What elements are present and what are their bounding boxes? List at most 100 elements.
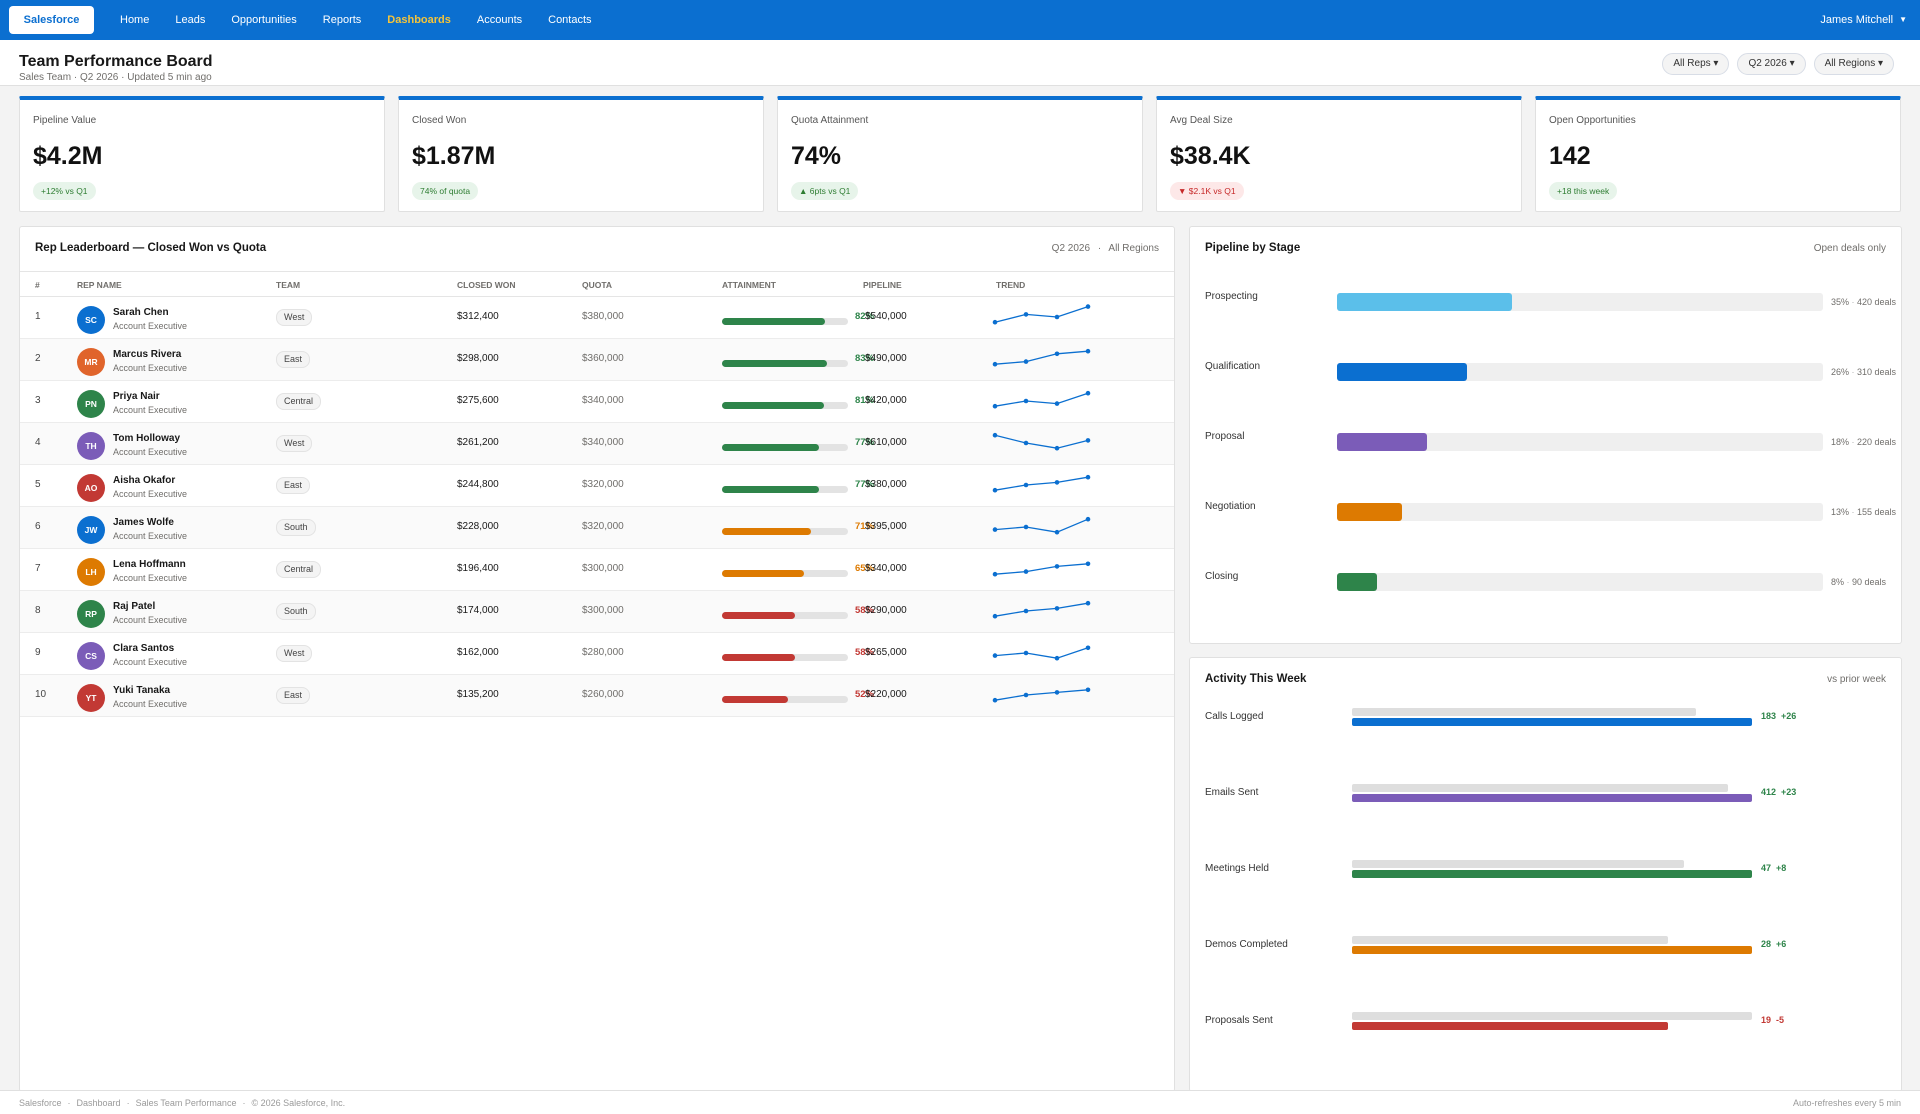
table-row[interactable]: 2 MR Marcus Rivera Account Executive East $29…	[20, 339, 1174, 381]
rep-role: Account Executive	[113, 321, 188, 331]
nav-link-leads[interactable]: Leads	[175, 14, 206, 26]
pipeline-value: $290,000	[865, 605, 907, 616]
filter-reps[interactable]: All Reps ▾	[1662, 53, 1730, 75]
trend-line	[994, 434, 1089, 449]
rep-name-link[interactable]: Yuki Tanaka	[113, 685, 171, 696]
stage-bar[interactable]	[1337, 363, 1823, 381]
rep-name-link[interactable]: Priya Nair	[113, 391, 160, 402]
stage-label: Negotiation	[1205, 501, 1256, 512]
kpi-card: Pipeline Value $4.2M +12% vs Q1	[19, 96, 385, 212]
trend-point	[1054, 606, 1060, 611]
trend-sparkline	[992, 304, 1091, 325]
col-pipeline[interactable]: Pipeline	[863, 280, 902, 290]
trend-sparkline	[992, 687, 1091, 703]
activity-count: 412	[1761, 787, 1777, 797]
col-attainment[interactable]: Attainment	[722, 280, 776, 290]
rep-name-link[interactable]: Marcus Rivera	[113, 349, 182, 360]
col-quota[interactable]: Quota	[582, 280, 613, 290]
filter-quarter[interactable]: Q2 2026 ▾	[1737, 53, 1806, 75]
rep-name-link[interactable]: Lena Hoffmann	[113, 559, 186, 570]
nav-link-accounts[interactable]: Accounts	[476, 14, 523, 26]
leaderboard-title: Rep Leaderboard — Closed Won vs Quota	[35, 242, 267, 254]
attainment-bar	[722, 444, 848, 451]
nav-link-contacts[interactable]: Contacts	[548, 14, 592, 26]
activity-delta: -5	[1776, 1015, 1785, 1025]
trend-point	[1085, 645, 1091, 651]
table-row[interactable]: 6 JW James Wolfe Account Executive South $228…	[20, 507, 1174, 549]
footer-crumb[interactable]: Dashboard	[76, 1098, 121, 1108]
avatar: CS	[77, 642, 105, 670]
col-closed-won[interactable]: Closed Won	[457, 280, 516, 290]
stage-bar[interactable]	[1337, 573, 1823, 591]
kpi-trend-badge: +12% vs Q1	[33, 182, 96, 200]
table-row[interactable]: 4 TH Tom Holloway Account Executive West $261…	[20, 423, 1174, 465]
prior-week-bar	[1352, 784, 1728, 792]
trend-point	[1085, 304, 1091, 309]
table-row[interactable]: 10 YT Yuki Tanaka Account Executive East $135…	[20, 675, 1174, 717]
col-rank[interactable]: #	[35, 280, 40, 290]
nav-link-opportunities[interactable]: Opportunities	[231, 14, 297, 26]
col-rep-name[interactable]: Rep Name	[77, 280, 122, 290]
trend-point	[1085, 687, 1091, 693]
avatar: PN	[77, 390, 105, 418]
rep-name-link[interactable]: Raj Patel	[113, 601, 156, 612]
trend-point	[1054, 314, 1060, 320]
attainment-bar	[722, 318, 848, 325]
attainment-percent: 77%	[855, 437, 875, 448]
table-row[interactable]: 8 RP Raj Patel Account Executive South $174,0…	[20, 591, 1174, 633]
table-row[interactable]: 7 LH Lena Hoffmann Account Executive Central…	[20, 549, 1174, 591]
stage-label: Prospecting	[1205, 291, 1258, 302]
nav-link-reports[interactable]: Reports	[322, 14, 362, 26]
closed-won-value: $228,000	[457, 521, 499, 532]
stage-bar[interactable]	[1337, 293, 1823, 311]
table-row[interactable]: 9 CS Clara Santos Account Executive West $162…	[20, 633, 1174, 675]
kpi-label: Avg Deal Size	[1170, 115, 1233, 126]
activity-delta: +6	[1776, 939, 1787, 949]
stage-stats: 26% · 310 deals	[1831, 367, 1896, 377]
activity-value: 47 +8	[1761, 863, 1786, 873]
team-badge: South	[276, 603, 316, 620]
stage-bar[interactable]	[1337, 503, 1823, 521]
trend-point	[1023, 569, 1029, 574]
rep-role: Account Executive	[113, 531, 188, 541]
attainment-bar-fill	[722, 360, 827, 367]
user-menu[interactable]: James Mitchell ▼	[1820, 0, 1907, 40]
kpi-card: Closed Won $1.87M 74% of quota	[398, 96, 764, 212]
trend-point	[1023, 608, 1029, 614]
trend-point	[992, 319, 998, 325]
filter-regions[interactable]: All Regions ▾	[1813, 53, 1894, 75]
rep-role: Account Executive	[113, 573, 188, 583]
footer-crumb[interactable]: Salesforce	[19, 1098, 62, 1108]
col-team[interactable]: Team	[276, 280, 301, 290]
rep-name-link[interactable]: James Wolfe	[113, 517, 174, 528]
rep-name-link[interactable]: Clara Santos	[113, 643, 175, 654]
leaderboard-meta: Q2 2026 · All Regions	[1051, 243, 1159, 254]
trend-point	[992, 527, 998, 532]
salesforce-logo-button[interactable]: Salesforce	[9, 6, 94, 34]
activity-label: Calls Logged	[1205, 711, 1264, 722]
pipeline-value: $490,000	[865, 353, 907, 364]
nav-link-dashboards[interactable]: Dashboards	[387, 14, 451, 26]
kpi-trend-badge: ▼ $2.1K vs Q1	[1170, 182, 1244, 200]
rep-name-link[interactable]: Sarah Chen	[113, 307, 169, 318]
rep-name-link[interactable]: Aisha Okafor	[113, 475, 176, 486]
trend-sparkline	[992, 516, 1091, 535]
activity-panel: Activity This Week vs prior week Calls L…	[1189, 657, 1902, 1092]
activity-value: 412 +23	[1761, 787, 1796, 797]
table-row[interactable]: 3 PN Priya Nair Account Executive Central $27…	[20, 381, 1174, 423]
table-row[interactable]: 5 AO Aisha Okafor Account Executive East $244…	[20, 465, 1174, 507]
attainment-bar-fill	[722, 318, 826, 325]
avatar: YT	[77, 684, 105, 712]
kpi-label: Open Opportunities	[1549, 115, 1636, 126]
attainment-bar-fill	[722, 696, 788, 703]
stage-deal-count: 310 deals	[1857, 367, 1897, 377]
footer-crumb[interactable]: Sales Team Performance	[135, 1098, 237, 1108]
col-trend[interactable]: Trend	[996, 280, 1026, 290]
table-row[interactable]: 1 SC Sarah Chen Account Executive West $312,4…	[20, 297, 1174, 339]
attainment-bar	[722, 486, 848, 493]
nav-link-home[interactable]: Home	[120, 14, 150, 26]
stage-bar[interactable]	[1337, 433, 1823, 451]
trend-point	[1054, 564, 1060, 569]
prior-week-bar	[1352, 1012, 1752, 1020]
rep-name-link[interactable]: Tom Holloway	[113, 433, 181, 444]
